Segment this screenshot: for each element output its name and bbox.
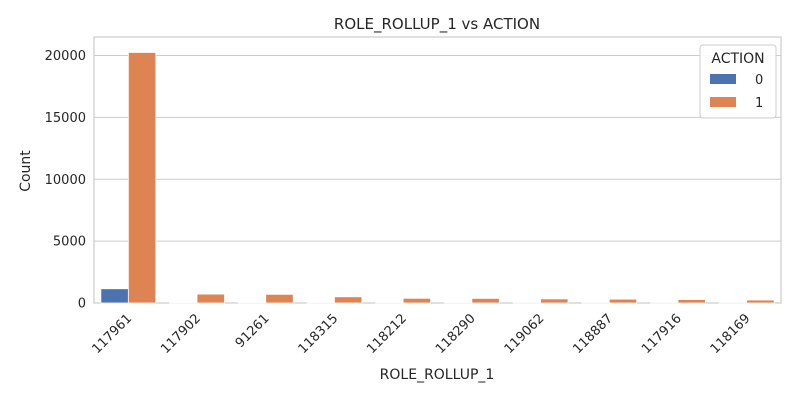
legend-title: ACTION xyxy=(711,51,764,67)
y-tick-label: 10000 xyxy=(45,173,86,188)
x-axis-label: ROLE_ROLLUP_1 xyxy=(380,367,495,383)
y-tick-labels: 0 5000 10000 15000 20000 xyxy=(45,49,86,311)
bar xyxy=(265,293,294,304)
bar xyxy=(540,298,569,304)
legend-swatch-1 xyxy=(710,97,736,107)
chart-title: ROLE_ROLLUP_1 vs ACTION xyxy=(334,15,540,34)
legend-label-1: 1 xyxy=(755,96,763,111)
bars-layer xyxy=(100,52,775,304)
y-tick-label: 0 xyxy=(78,297,86,312)
plot-frame xyxy=(93,36,782,304)
legend-label-0: 0 xyxy=(755,73,763,88)
bar xyxy=(746,299,775,304)
bar xyxy=(100,288,129,304)
bar xyxy=(677,299,706,304)
bar xyxy=(608,298,638,304)
bar xyxy=(127,52,157,304)
legend: ACTION 0 1 xyxy=(699,44,777,119)
bar xyxy=(196,293,225,304)
y-axis-label: Count xyxy=(18,150,34,192)
bar xyxy=(334,296,363,304)
y-tick-label: 15000 xyxy=(45,111,86,126)
bar xyxy=(471,298,500,304)
y-tick-label: 5000 xyxy=(53,235,86,250)
bar xyxy=(402,297,432,304)
legend-swatch-0 xyxy=(710,74,736,84)
y-tick-label: 20000 xyxy=(45,49,86,64)
